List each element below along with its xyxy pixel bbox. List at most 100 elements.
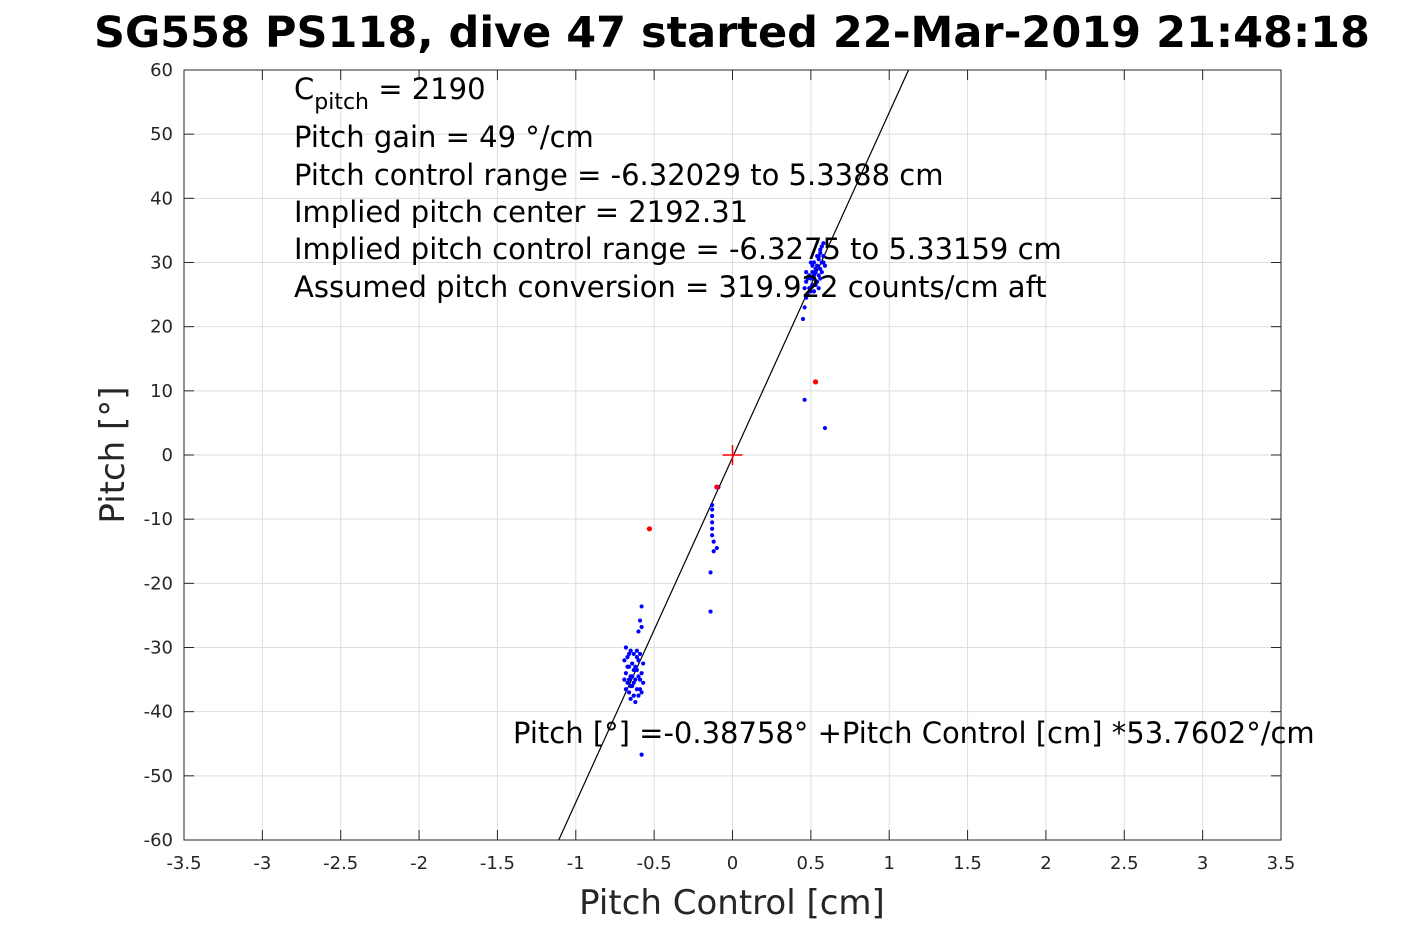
blue-data-point [813, 282, 818, 288]
blue-data-point [636, 658, 641, 663]
blue-data-point [819, 270, 824, 275]
blue-data-point [631, 651, 636, 657]
blue-data-point [628, 696, 633, 701]
blue-data-point [818, 247, 823, 252]
red-data-point [812, 379, 819, 385]
y-tick-label: -40 [144, 702, 173, 723]
blue-data-point [818, 276, 823, 281]
blue-data-point [818, 266, 823, 272]
blue-data-point [626, 690, 632, 695]
y-tick-label: 60 [150, 60, 173, 81]
grid [183, 69, 1282, 841]
x-axis-label: Pitch Control [cm] [579, 883, 885, 923]
x-tick-label: -1 [567, 853, 585, 874]
y-tick-label: 10 [150, 381, 173, 402]
blue-data-point [634, 687, 640, 692]
x-tick-label: -2 [410, 853, 428, 874]
data-points [622, 241, 828, 757]
blue-data-point [622, 677, 627, 682]
implied-center-annotation: Implied pitch center = 2192.31 [294, 195, 748, 229]
blue-data-point [628, 648, 633, 653]
blue-data-point [633, 664, 638, 669]
x-tick-label: 0.5 [797, 853, 826, 874]
blue-data-point [639, 624, 644, 630]
blue-data-point [623, 687, 629, 692]
blue-data-point [633, 699, 638, 705]
blue-data-point [807, 273, 812, 278]
blue-data-point [634, 655, 640, 660]
x-tick-label: 1 [883, 853, 894, 874]
blue-data-point [711, 549, 716, 554]
blue-data-point [623, 671, 629, 676]
x-tick-label: -2.5 [323, 853, 358, 874]
blue-data-point [631, 667, 636, 673]
x-tick-label: 2.5 [1110, 853, 1139, 874]
ticks [183, 69, 1282, 841]
blue-data-point [626, 677, 632, 682]
blue-data-point [821, 260, 826, 265]
blue-data-point [815, 253, 820, 259]
y-tick-label: -30 [144, 638, 173, 659]
blue-data-point [711, 539, 716, 544]
x-tick-label: 3 [1197, 853, 1208, 874]
blue-data-point [637, 651, 643, 657]
implied-range-annotation: Implied pitch control range = -6.3275 to… [294, 232, 1062, 266]
blue-data-point [630, 674, 635, 679]
y-tick-label: -60 [144, 830, 173, 851]
y-tick-label: -10 [144, 509, 173, 530]
red-data-point [646, 526, 653, 532]
blue-data-point [811, 276, 817, 281]
blue-data-point [816, 286, 821, 291]
x-tick-labels: -3.5 -3 -2.5 -2 -1.5 -1 -0.5 0 0.5 1 1.5 2 2.5 3 3.5 [166, 853, 1295, 874]
blue-data-point [710, 513, 715, 519]
blue-data-point [807, 286, 812, 291]
blue-data-point [637, 677, 643, 682]
blue-data-point [628, 683, 633, 689]
blue-data-point [813, 266, 818, 272]
blue-data-point [634, 648, 640, 653]
y-tick-label: -50 [144, 766, 173, 787]
blue-data-point [710, 526, 715, 531]
blue-data-point [623, 645, 629, 650]
x-tick-label: -3.5 [166, 853, 201, 874]
blue-data-point [639, 690, 644, 695]
blue-data-point [641, 680, 646, 685]
blue-data-point [710, 507, 715, 512]
blue-data-point [639, 604, 644, 609]
blue-data-point [810, 263, 815, 268]
x-tick-label: -3 [253, 853, 271, 874]
blue-data-point [805, 276, 810, 281]
blue-data-point [714, 545, 719, 551]
x-tick-label: -1.5 [480, 853, 515, 874]
red-data-point [714, 484, 720, 490]
blue-data-point [802, 397, 807, 402]
blue-data-point [633, 677, 638, 682]
blue-data-point [625, 655, 630, 660]
blue-data-point [631, 693, 636, 698]
blue-data-point [625, 664, 630, 669]
cpitch-value: = 2190 [369, 72, 486, 106]
blue-data-point [639, 671, 644, 676]
blue-data-point [804, 295, 809, 300]
blue-data-point [639, 752, 644, 757]
blue-data-point [813, 270, 818, 275]
blue-data-point [802, 286, 807, 291]
blue-data-point [636, 674, 641, 679]
center-marker-layer [722, 445, 743, 465]
pitch-control-range-annotation: Pitch control range = -6.32029 to 5.3388… [294, 158, 943, 192]
blue-data-point [805, 292, 810, 297]
blue-data-point [816, 257, 821, 262]
blue-data-point [810, 270, 815, 275]
pitch-gain-annotation: Pitch gain = 49 °/cm [294, 120, 594, 154]
blue-data-point [810, 282, 815, 288]
blue-data-point [631, 680, 636, 685]
blue-data-point [626, 651, 632, 657]
blue-data-point [822, 263, 828, 268]
blue-data-point [811, 260, 817, 265]
chart-title: SG558 PS118, dive 47 started 22-Mar-2019… [94, 8, 1370, 58]
blue-data-point [641, 661, 646, 666]
y-tick-label: 50 [150, 124, 173, 145]
blue-data-point [636, 629, 641, 634]
blue-data-point [630, 661, 635, 666]
